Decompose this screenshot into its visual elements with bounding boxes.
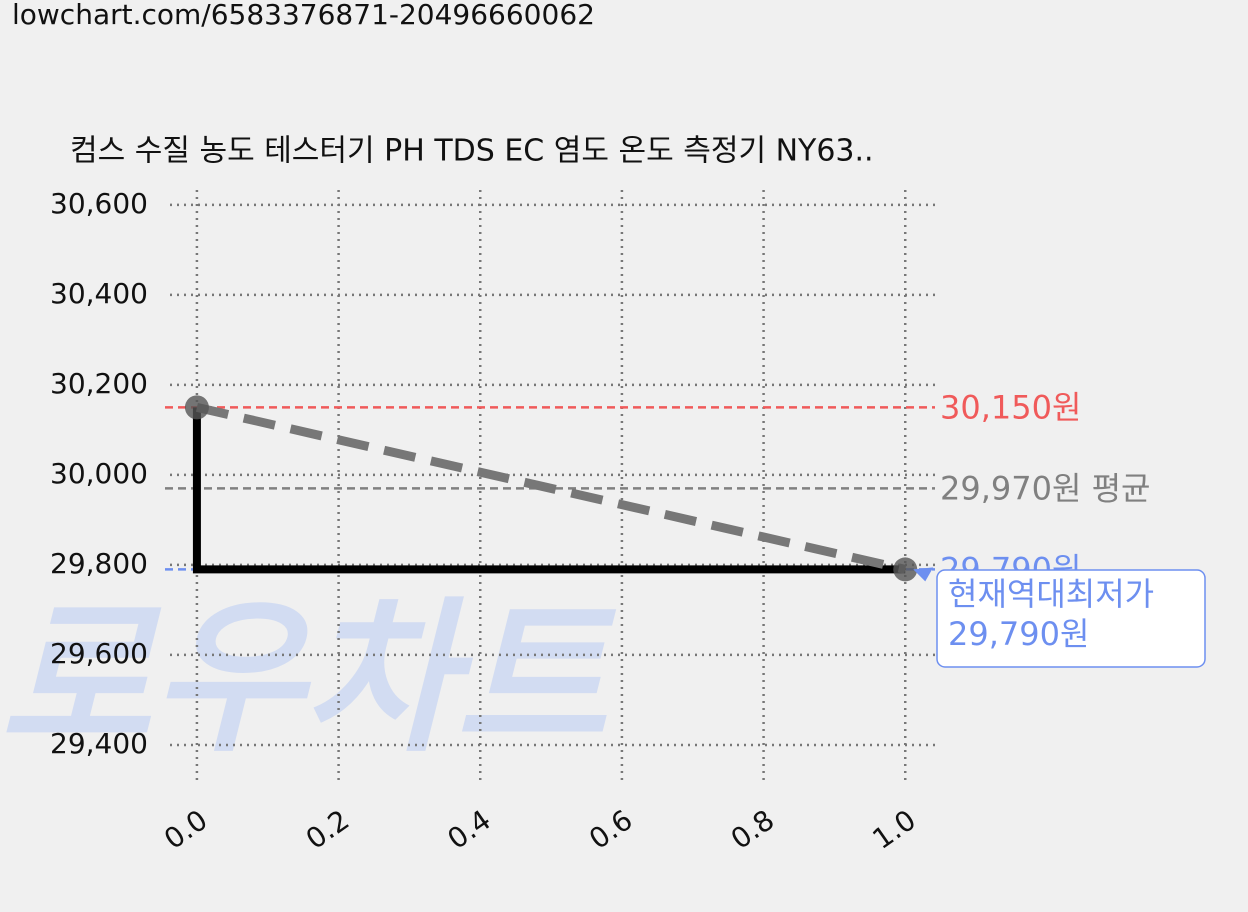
- y-tick-label: 30,600: [50, 187, 148, 220]
- reference-label: 30,150원: [940, 388, 1081, 426]
- reference-label: 29,970원 평균: [940, 469, 1150, 507]
- annotation-text: 29,790원: [948, 615, 1089, 653]
- x-tick-label: 0.0: [158, 803, 213, 856]
- series-line: [192, 407, 906, 574]
- annotation-arrow: [913, 567, 934, 582]
- y-tick-label: 29,800: [50, 547, 148, 580]
- x-tick-label: 0.8: [725, 803, 780, 856]
- point: [893, 557, 918, 582]
- annotation-text: 현재역대최저가: [948, 575, 1154, 613]
- series-line: [195, 402, 907, 574]
- y-tick-label: 30,000: [50, 457, 148, 490]
- url: lowchart.com/6583376871-20496660062: [12, 0, 595, 31]
- annotation-box: [936, 569, 1206, 668]
- x-tick-label: 0.4: [441, 803, 496, 856]
- watermark: 로우차트: [0, 582, 616, 774]
- x-tick-label: 0.2: [300, 803, 355, 856]
- y-tick-label: 29,600: [50, 637, 148, 670]
- y-tick-label: 30,400: [50, 277, 148, 310]
- chart-title: 컴스 수질 농도 테스터기 PH TDS EC 염도 온도 측정기 NY63..: [70, 134, 874, 169]
- x-tick-label: 1.0: [866, 803, 921, 856]
- y-tick-label: 29,400: [50, 727, 148, 760]
- y-tick-label: 30,200: [50, 367, 148, 400]
- point: [184, 395, 209, 420]
- x-tick-label: 0.6: [583, 803, 638, 856]
